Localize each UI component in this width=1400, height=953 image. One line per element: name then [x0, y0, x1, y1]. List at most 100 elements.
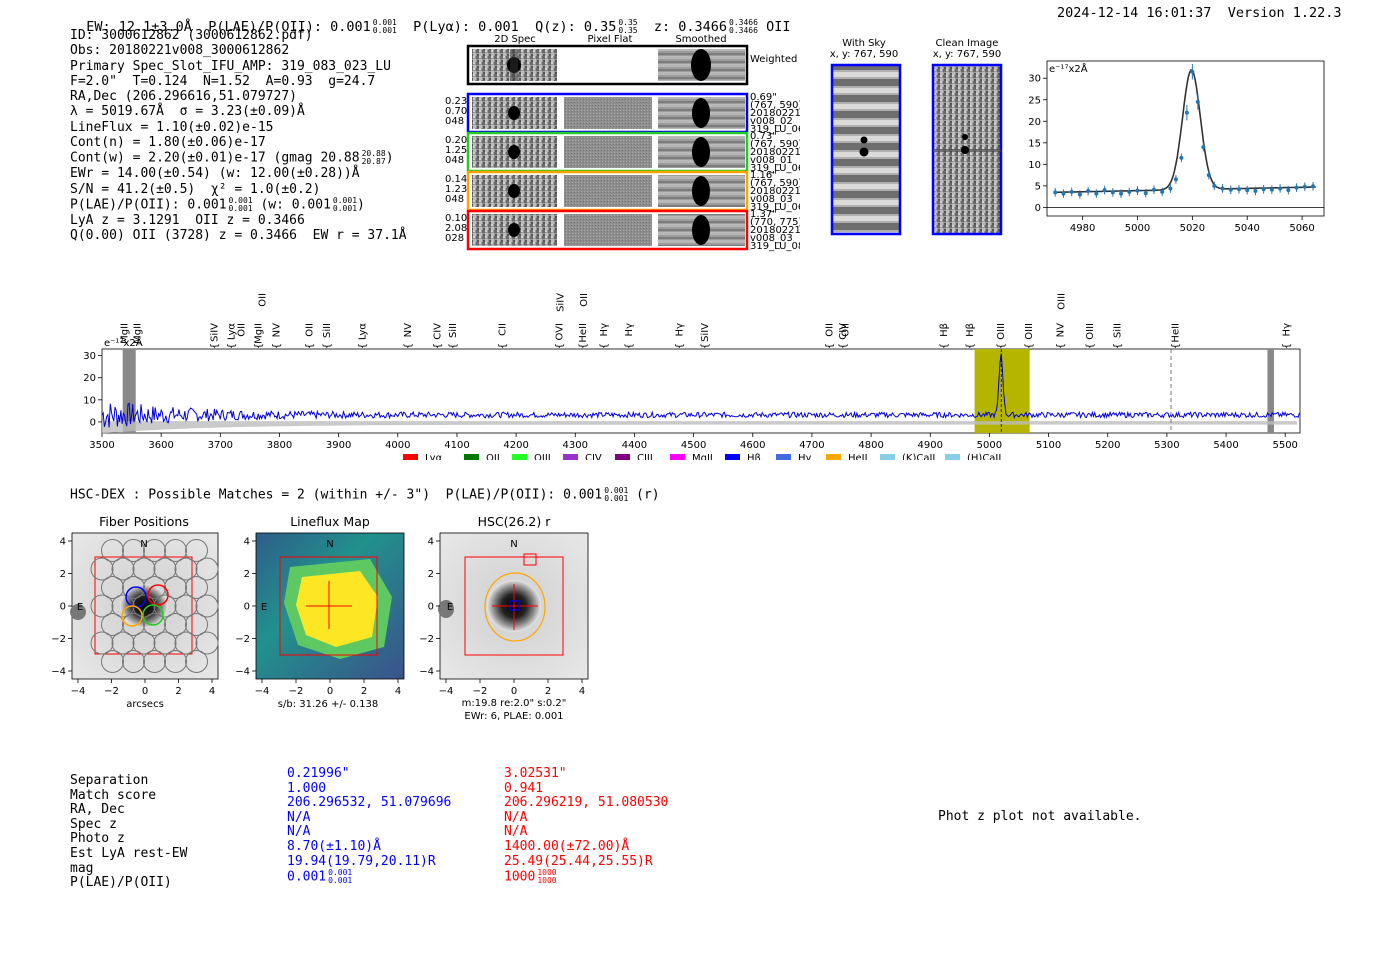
fiber-circle [185, 613, 208, 636]
spec2d-row-right-label: 0.69" [750, 92, 777, 103]
fiber-circle [195, 557, 219, 581]
spectral-line-label: OVI [554, 323, 565, 341]
spec2d-header-0: 2D Spec [494, 34, 536, 45]
legend-swatch [512, 454, 527, 460]
legend-label: Lyα [425, 453, 443, 460]
cutout-ytick-label: 4 [244, 537, 250, 548]
line-fit-xtick-label: 5060 [1289, 223, 1314, 234]
spectrum-xtick-label: 4900 [918, 440, 943, 451]
photz-note: Phot z plot not available. [938, 809, 1142, 824]
legend-swatch [464, 454, 479, 460]
spectral-line-label: OII [841, 323, 852, 337]
line-fit-ytick-label: 0 [1035, 203, 1041, 214]
spectrum-unit: e⁻¹⁷x2Å [104, 336, 143, 349]
fiber-circle [90, 631, 114, 655]
info-id: ID: 3000612862 (3000612862.pdf) [70, 28, 313, 43]
spec2d-row-right-label: (770, 775) [750, 217, 800, 228]
version: Version 1.22.3 [1227, 5, 1342, 21]
spectral-line-brace: { [357, 343, 368, 349]
spectrum-legend: Lyα OII OIII CIV CIII MgII Hβ Hγ HeII (K)CaII (H)C… [403, 453, 1001, 460]
spec2d-row-right-label: 1.16" [750, 170, 777, 181]
spec2d-row-right-label: (767, 590) [750, 139, 800, 150]
line-fit-point [1127, 189, 1132, 194]
blue-radec: 206.296532, 51.079696 [287, 795, 452, 811]
spec2d-row-left-label: 2.08 [445, 223, 467, 234]
spectral-line-brace: { [254, 343, 265, 349]
fiber-circle [111, 631, 135, 655]
spectral-line-labels: MgII MgII SiIV{Lyα{OII MgII{OIINV{OII{SiII{… [119, 293, 1292, 349]
match-table-red-column: 3.02531" 0.941 206.296219, 51.080530 N/A… [504, 766, 669, 885]
line-fit-point [1086, 189, 1091, 194]
spectrum-xtick-label: 3600 [148, 440, 173, 451]
spectral-line-label: Lyα [357, 323, 368, 341]
spectral-line-label: SiII [1113, 323, 1124, 338]
spectrum-xtick-label: 4500 [681, 440, 706, 451]
line-fit-point [1201, 145, 1206, 150]
red-radec: 206.296219, 51.080530 [504, 795, 669, 811]
spectral-line-label: OII [257, 293, 268, 307]
label-lya-ew: Est LyA rest-EW [70, 845, 188, 861]
header-z: z: 0.3466 [653, 19, 728, 35]
legend-swatch [670, 454, 685, 460]
spectral-line-brace: { [674, 343, 685, 349]
line-fit-point [1278, 186, 1283, 191]
spectral-line-brace: { [322, 343, 333, 349]
spectral-line-label: SiII [448, 323, 459, 338]
legend-label: CIV [585, 453, 602, 460]
lineflux-east-label: E [261, 602, 267, 613]
cutout-ytick-label: 2 [428, 569, 434, 580]
cutout-panels: N E arcsecs N E s/b: 31.26 +/- 0.138 N E… [51, 532, 589, 722]
legend-swatch [826, 454, 841, 460]
spectral-line-brace: { [996, 343, 1007, 349]
legend-label: OII [486, 453, 500, 460]
spec2d-row-right-label: 319_LU_065 [750, 124, 800, 135]
spectral-line-brace: { [578, 343, 589, 349]
info-plae: P(LAE)/P(OII): 0.001 0.001 0.001 (w: 0.001… [70, 195, 365, 213]
spec2d-row-right-label: (767, 590) [750, 100, 800, 111]
fiber-circle [164, 650, 187, 673]
spectrum-ytick-label: 30 [83, 351, 96, 362]
spec2d-row-left-label: 0.14 [445, 174, 467, 185]
spec2d-header-2: Smoothed [675, 34, 726, 45]
spectral-line-label: Hγ [674, 323, 685, 337]
match-table-blue-column: 0.21996" 1.000 206.296532, 51.079696 N/A… [287, 766, 452, 885]
spectrum-xtick-label: 3900 [326, 440, 351, 451]
cutout-xtick-label: −4 [439, 686, 454, 697]
spectral-line-label: OIII [1085, 323, 1096, 340]
cutout-xtick-label: −4 [71, 686, 86, 697]
info-contw: Cont(w) = 2.20(±0.01)e-17 (gmag 20.88 20.… [70, 149, 394, 167]
spec2d-row-right-label: (767, 590) [750, 178, 800, 189]
line-fit-point [1173, 177, 1178, 182]
cutout-ytick-label: 0 [60, 602, 66, 613]
fiber-xlabel: arcsecs [126, 699, 164, 710]
line-fit-ytick-label: 25 [1028, 95, 1041, 106]
hsc-cutout-title: HSC(26.2) r [477, 514, 551, 529]
spectrum-xtick-label: 5000 [977, 440, 1002, 451]
label-photo-z: Photo z [70, 831, 125, 847]
spectral-line-label: OIII [996, 323, 1007, 340]
red-photo-z: N/A [504, 824, 528, 840]
fiber-circle [195, 594, 219, 618]
spectral-line-label: OII [825, 323, 836, 337]
fiber-circle [153, 631, 177, 655]
cutout-ytick-label: −4 [235, 667, 250, 678]
spectrum-xtick-label: 4400 [622, 440, 647, 451]
spectral-line-label: CIV [432, 323, 443, 340]
spectral-line-label: HeII [578, 323, 589, 343]
spectral-line-brace: { [1055, 343, 1066, 349]
cutout-xtick-label: 0 [327, 686, 333, 697]
spec2d-row-right-label: v008_03 [750, 233, 793, 244]
line-fit-point [1151, 187, 1156, 192]
line-fit-point [1168, 186, 1173, 191]
spectral-line-label: Hβ [965, 323, 976, 337]
line-fit-point [1236, 187, 1241, 192]
fiber-circle [185, 650, 208, 673]
legend-swatch [776, 454, 791, 460]
info-radec: RA,Dec (206.296616,51.079727) [70, 89, 297, 105]
spectrum-xtick-label: 3500 [89, 440, 114, 451]
spectral-line-brace: { [1085, 343, 1096, 349]
spectral-line-brace: { [209, 343, 220, 349]
legend-swatch [403, 454, 418, 460]
hsc-east-label: E [447, 602, 453, 613]
